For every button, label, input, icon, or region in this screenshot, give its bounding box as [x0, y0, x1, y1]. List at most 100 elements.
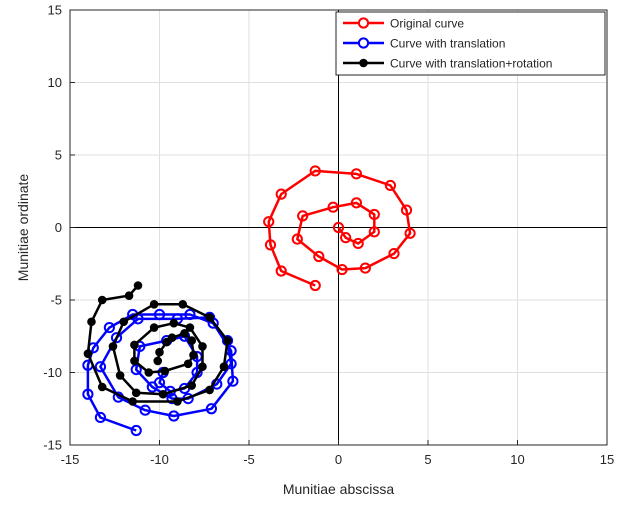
data-point: [131, 388, 141, 398]
data-point: [83, 349, 93, 358]
x-tick-label: -15: [61, 452, 80, 467]
x-tick-label: 0: [335, 452, 342, 467]
x-tick-label: -10: [150, 452, 169, 467]
data-point: [180, 329, 189, 338]
data-point: [291, 233, 303, 245]
data-point: [205, 313, 214, 322]
y-axis-label: Munitiae ordinate: [15, 174, 31, 282]
data-point: [223, 336, 232, 345]
data-point: [115, 371, 125, 380]
x-axis-label: Munitiae abscissa: [283, 481, 394, 497]
y-tick-label: 15: [48, 3, 62, 18]
data-point: [173, 397, 182, 406]
data-point: [133, 281, 143, 290]
data-point: [149, 323, 159, 332]
legend: Original curve Curve with translation Curv…: [335, 11, 606, 76]
data-point: [359, 262, 371, 274]
data-point: [227, 375, 239, 387]
data-point: [275, 265, 287, 277]
data-point: [97, 382, 107, 392]
series-line: [267, 169, 412, 287]
data-point: [130, 340, 139, 350]
legend-item: Curve with translation+rotation: [343, 57, 552, 71]
data-point: [263, 216, 275, 228]
data-point: [309, 165, 321, 177]
data-point: [139, 404, 151, 416]
data-point: [352, 237, 364, 250]
legend-item: Curve with translation: [343, 37, 505, 51]
data-point: [384, 179, 397, 192]
data-point: [340, 232, 352, 244]
data-point: [169, 318, 179, 328]
data-point: [189, 350, 198, 360]
data-point: [168, 410, 180, 422]
data-point: [313, 250, 325, 263]
data-point: [158, 389, 168, 399]
data-point: [187, 336, 197, 345]
data-point: [124, 291, 134, 300]
data-point: [184, 308, 196, 321]
data-point: [167, 333, 177, 343]
y-tick-label: 0: [55, 220, 62, 235]
data-point: [219, 362, 229, 372]
data-point: [128, 397, 137, 406]
y-tick-label: -5: [50, 293, 62, 308]
legend-label: Curve with translation+rotation: [390, 57, 552, 71]
legend-label: Curve with translation: [390, 37, 505, 51]
data-point: [160, 366, 170, 376]
legend-swatch-marker: [359, 58, 368, 68]
data-point: [368, 226, 380, 238]
series-3: [83, 281, 232, 406]
data-point: [149, 300, 159, 309]
x-tick-label: 10: [510, 452, 524, 467]
data-point: [119, 317, 128, 327]
data-point: [130, 424, 142, 437]
data-point: [336, 263, 348, 276]
data-point: [198, 362, 207, 372]
data-point: [205, 403, 218, 415]
y-tick-label: 10: [48, 75, 62, 90]
x-tick-label: 5: [424, 452, 431, 467]
data-point: [187, 381, 197, 390]
x-tick-label: 15: [600, 452, 614, 467]
data-point: [404, 227, 416, 239]
data-point: [183, 359, 193, 369]
tick-labels: -15 -10 -5 0 5 10 15 -15 -10 -5 0 5 10 15: [43, 3, 614, 468]
data-point: [153, 356, 163, 366]
legend-item: Original curve: [343, 17, 464, 31]
data-point: [205, 385, 214, 395]
data-point: [264, 239, 277, 251]
y-tick-label: 5: [55, 148, 62, 163]
data-point: [146, 381, 158, 393]
data-point: [368, 208, 380, 221]
data-point: [185, 323, 195, 332]
data-point: [82, 388, 94, 400]
data-point: [327, 201, 339, 213]
data-point: [388, 248, 400, 260]
data-point: [130, 356, 139, 366]
data-point: [178, 300, 188, 309]
data-point: [130, 364, 142, 376]
data-point: [108, 342, 118, 351]
series-1: [263, 165, 416, 292]
data-point: [94, 361, 107, 373]
data-point: [87, 317, 96, 327]
data-point: [155, 347, 164, 357]
data-point: [275, 188, 287, 200]
legend-label: Original curve: [390, 17, 464, 31]
data-point: [350, 197, 362, 209]
data-point: [153, 308, 166, 321]
data-point: [144, 368, 154, 377]
data-point: [97, 295, 107, 305]
legend-swatch-marker: [357, 17, 370, 29]
x-tick-label: -5: [243, 452, 255, 467]
data-point: [110, 332, 123, 344]
data-point: [350, 168, 362, 180]
data-point: [332, 221, 345, 234]
data-point: [103, 321, 115, 334]
y-tick-label: -15: [43, 438, 62, 453]
data-point: [309, 279, 321, 292]
series-layer: [82, 165, 416, 437]
legend-swatch-marker: [357, 37, 370, 49]
